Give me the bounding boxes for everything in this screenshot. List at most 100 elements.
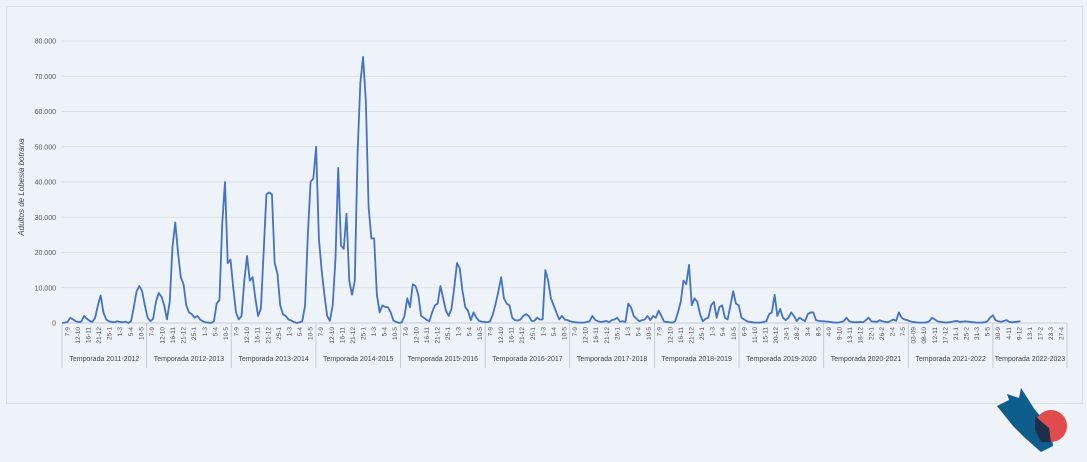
logo-overlap: [1035, 416, 1051, 442]
x-tick-label: 8-5: [815, 327, 822, 337]
season-label: Temporada 2018-2019: [662, 356, 733, 363]
x-tick-label: 16-11: [509, 327, 516, 344]
x-tick-label: 16-11: [255, 327, 262, 344]
season-label: Temporada 2012-2013: [154, 356, 225, 363]
x-tick-label: 7-9: [403, 327, 410, 337]
y-tick-label: 50.000: [35, 144, 57, 151]
y-tick-labels: 0 10.000 20.000 30.000 40.000 50.000 60.000 70.…: [35, 39, 57, 328]
x-tick-label: 6-9: [741, 327, 748, 337]
y-tick-label: 80.000: [35, 39, 57, 46]
x-tick-label: 26-2: [879, 327, 886, 340]
x-tick-label: 25-1: [191, 327, 198, 340]
season-label: Temporada 2017-2018: [577, 356, 648, 363]
x-tick-label: 15-11: [763, 327, 770, 344]
x-tick-label: 5-4: [212, 327, 219, 337]
x-tick-label: 10-5: [392, 327, 399, 340]
x-tick-label: 21-12: [688, 327, 695, 344]
y-axis-title: Adultos de Lobesia botrana: [17, 138, 26, 237]
x-tick-label: 5-5: [985, 327, 992, 337]
x-tick-label: 1-3: [710, 327, 717, 337]
x-tick-label: 21-12: [435, 327, 442, 344]
series-layer: [61, 55, 1021, 324]
series-line: [61, 55, 1021, 324]
x-tick-label: 7-9: [487, 327, 494, 337]
x-tick-label: 21-12: [181, 327, 188, 344]
x-tick-label: 9-12: [1016, 327, 1023, 340]
x-tick-label: 1-3: [456, 327, 463, 337]
x-tick-label: 12-10: [583, 327, 590, 344]
y-tick-label: 0: [52, 321, 56, 328]
x-tick-label: 12-10: [329, 327, 336, 344]
season-label: Temporada 2014-2015: [323, 356, 394, 363]
x-tick-label: 10-5: [562, 327, 569, 340]
x-tick-label: 16-11: [170, 327, 177, 344]
x-tick-label: 16-11: [678, 327, 685, 344]
y-tick-label: 30.000: [35, 215, 57, 222]
y-tick-label: 70.000: [35, 74, 57, 81]
season-label: Temporada 2013-2014: [238, 356, 309, 363]
x-tick-label: 20-12: [773, 327, 780, 344]
x-tick-labels: 7-9 12-10 16-11 21-12 25-1 1-3 5-4 10-5 7-9 12-10…: [64, 327, 1065, 344]
season-label: Temporada 2016-2017: [492, 356, 563, 363]
x-tick-label: 17-12: [942, 327, 949, 344]
x-tick-label: 9-10: [837, 327, 844, 340]
x-tick-label: 25-2: [964, 327, 971, 340]
x-tick-label: 10-5: [308, 327, 315, 340]
brand-logo: [997, 388, 1067, 452]
x-tick-label: 5-4: [297, 327, 304, 337]
x-tick-label: 3-4: [805, 327, 812, 337]
x-tick-label: 21-12: [519, 327, 526, 344]
x-tick-label: 5-4: [551, 327, 558, 337]
x-tick-label: 28-2: [794, 327, 801, 340]
x-tick-label: 7-5: [900, 327, 907, 337]
x-tick-label: 5-4: [466, 327, 473, 337]
x-tick-label: 16-11: [424, 327, 431, 344]
x-tick-label: 10-5: [138, 327, 145, 340]
x-tick-label: 12-11: [932, 327, 939, 344]
x-tick-label: 25-1: [276, 327, 283, 340]
x-tick-label: 03-09: [911, 327, 918, 344]
x-tick-label: 2-4: [889, 327, 896, 337]
x-tick-label: 7-9: [234, 327, 241, 337]
x-tick-label: 25-1: [614, 327, 621, 340]
x-tick-label: 21-12: [604, 327, 611, 344]
x-tick-label: 7-9: [657, 327, 664, 337]
x-tick-label: 16-11: [339, 327, 346, 344]
x-tick-label: 25-1: [107, 327, 114, 340]
x-tick-label: 10-5: [477, 327, 484, 340]
season-labels: Temporada 2011-2012 Temporada 2012-2013 Te…: [61, 323, 1068, 368]
x-tick-label: 10-5: [223, 327, 230, 340]
x-tick-label: 23-3: [1048, 327, 1055, 340]
x-tick-label: 13-1: [1027, 327, 1034, 340]
x-tick-label: 5-4: [128, 327, 135, 337]
x-tick-label: 25-1: [699, 327, 706, 340]
y-tick-label: 40.000: [35, 180, 57, 187]
x-tick-label: 27-4: [1059, 327, 1066, 340]
x-tick-label: 12-10: [667, 327, 674, 344]
x-tick-label: 10-5: [646, 327, 653, 340]
season-label: Temporada 2022-2023: [995, 356, 1066, 363]
x-tick-label: 1-3: [625, 327, 632, 337]
x-tick-label: 7-9: [318, 327, 325, 337]
y-tick-label: 20.000: [35, 250, 57, 257]
x-tick-label: 30-9: [995, 327, 1002, 340]
x-tick-label: 18-12: [858, 327, 865, 344]
x-tick-label: 10-5: [731, 327, 738, 340]
x-tick-label: 12-10: [498, 327, 505, 344]
x-tick-label: 21-12: [265, 327, 272, 344]
x-tick-label: 08-10: [921, 327, 928, 344]
x-tick-label: 25-1: [445, 327, 452, 340]
chart-svg: 0 10.000 20.000 30.000 40.000 50.000 60.000 70.…: [17, 39, 1068, 368]
x-tick-label: 1-3: [117, 327, 124, 337]
x-tick-label: 21-12: [96, 327, 103, 344]
x-tick-label: 1-3: [371, 327, 378, 337]
x-tick-label: 12-10: [413, 327, 420, 344]
season-label: Temporada 2019-2020: [746, 356, 817, 363]
x-tick-label: 12-10: [244, 327, 251, 344]
x-tick-label: 25-1: [530, 327, 537, 340]
x-tick-label: 16-11: [593, 327, 600, 344]
x-tick-label: 17-2: [1038, 327, 1045, 340]
season-label: Temporada 2021-2022: [915, 356, 986, 363]
x-tick-label: 21-12: [350, 327, 357, 344]
x-tick-label: 25-1: [361, 327, 368, 340]
